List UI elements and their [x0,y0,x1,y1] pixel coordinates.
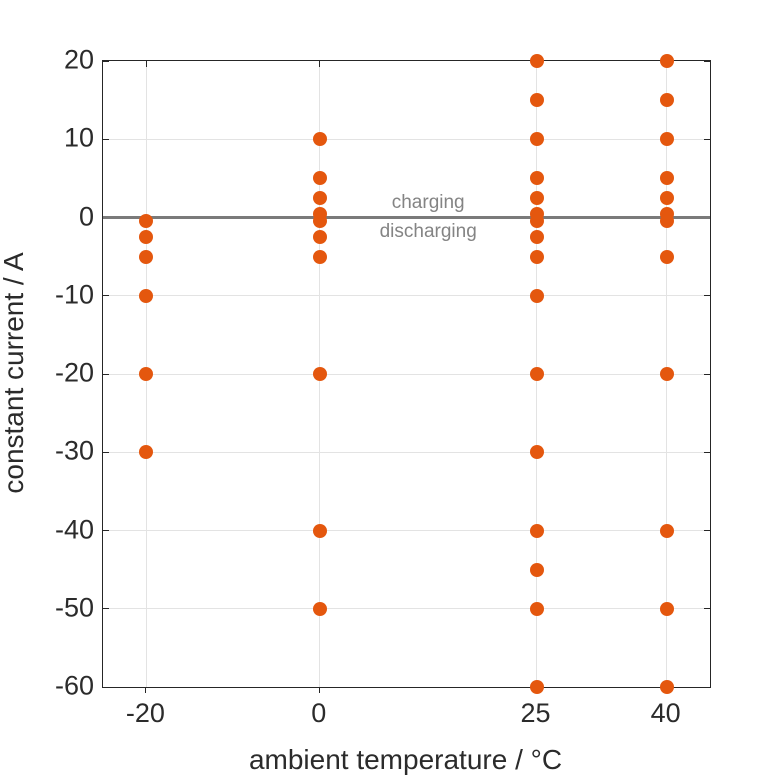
y-tick-mark [103,451,109,453]
data-point [312,523,327,538]
y-tick-mark [704,530,710,531]
y-tick-label: -20 [54,357,94,388]
y-tick-mark [704,451,710,453]
data-point [139,445,154,460]
data-point [139,214,154,229]
x-tick-label: 25 [520,698,551,728]
data-point [659,523,674,538]
y-gridline [103,295,710,297]
y-tick-label: 0 [78,201,94,231]
data-point [529,54,544,68]
x-tick-mark [318,687,320,693]
y-tick-mark [103,60,109,62]
data-point [529,601,544,616]
x-tick-label: -20 [125,698,165,728]
x-tick-mark [145,61,147,67]
data-point [659,132,674,147]
y-tick-label: -50 [54,592,94,623]
data-point [659,249,674,264]
data-point [529,132,544,147]
data-point [659,367,674,381]
discharging-region-label: discharging [379,220,477,242]
data-point [529,562,544,577]
data-point [529,445,544,460]
data-point [312,171,327,186]
data-point [529,171,544,186]
data-point [659,680,674,694]
y-tick-mark [704,60,710,62]
y-axis-title: constant current / A [0,252,29,494]
data-point [659,214,674,229]
data-point [659,93,674,108]
y-tick-label: -40 [54,514,94,544]
y-tick-mark [103,686,109,688]
data-point [139,230,154,245]
x-tick-mark [145,687,147,693]
data-point [659,54,674,68]
data-point [312,249,327,264]
data-point [529,288,544,303]
data-point [529,680,544,694]
data-point [529,523,544,538]
data-point [312,367,327,381]
y-tick-mark [704,686,710,688]
y-gridline [103,373,710,375]
data-point [659,171,674,186]
data-point [529,214,544,229]
y-tick-label: -60 [54,670,94,701]
data-point [312,190,327,205]
x-axis-title: ambient temperature / °C [248,744,563,775]
data-point [312,230,327,245]
y-tick-mark [704,608,710,610]
data-point [139,249,154,264]
y-tick-mark [103,530,109,531]
y-gridline [103,530,710,531]
y-gridline [103,451,710,453]
y-tick-mark [704,138,710,140]
x-tick-label: 40 [650,698,681,728]
y-tick-label: 10 [63,122,94,153]
data-point [659,190,674,205]
data-point [529,230,544,245]
y-tick-mark [103,373,109,375]
data-point [139,288,154,303]
y-tick-mark [103,295,109,297]
data-point [312,132,327,147]
plot-area: charging discharging [102,54,711,694]
x-tick-label: 0 [311,698,327,728]
y-tick-mark [103,608,109,610]
data-point [139,367,154,381]
zero-line [103,216,710,219]
y-gridline [103,608,710,610]
data-point [659,601,674,616]
y-tick-mark [103,138,109,140]
data-point [529,190,544,205]
y-gridline [103,138,710,140]
y-tick-label: -10 [54,279,94,310]
data-point [529,249,544,264]
charging-region-label: charging [391,191,465,213]
y-tick-mark [704,373,710,375]
y-tick-mark [704,295,710,297]
y-tick-label: 20 [63,44,94,75]
x-tick-mark [319,61,321,67]
data-point [312,601,327,616]
y-tick-label: -30 [54,435,94,466]
data-point [529,93,544,108]
data-point [312,214,327,229]
data-point [529,367,544,381]
